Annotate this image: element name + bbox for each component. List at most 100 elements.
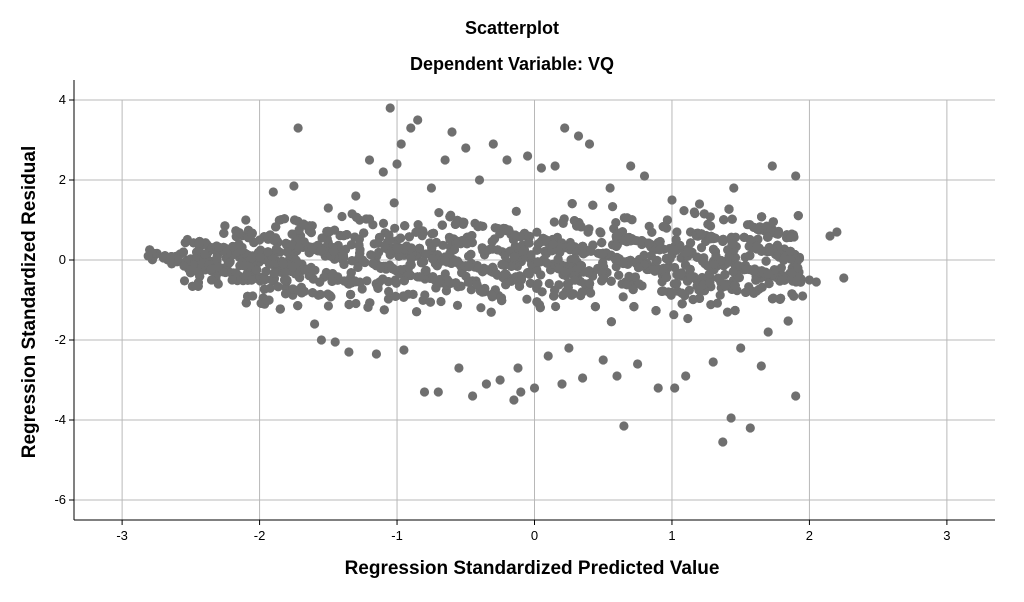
data-point xyxy=(651,306,661,316)
x-tick-label: 3 xyxy=(943,528,950,543)
data-point xyxy=(464,251,474,261)
data-point xyxy=(427,229,437,239)
data-point xyxy=(420,266,430,276)
data-point xyxy=(683,247,694,257)
data-point xyxy=(652,255,662,266)
data-point xyxy=(406,123,416,133)
data-point xyxy=(438,240,448,250)
data-point xyxy=(694,293,705,303)
y-tick-label: 0 xyxy=(59,252,66,267)
data-point xyxy=(516,387,526,397)
x-tick-label: 2 xyxy=(806,528,813,543)
data-point xyxy=(282,247,292,257)
data-point xyxy=(371,349,381,359)
data-point xyxy=(696,243,707,253)
data-point xyxy=(293,301,303,311)
data-point xyxy=(667,195,677,205)
data-point xyxy=(280,267,291,277)
data-points xyxy=(143,103,849,447)
data-point xyxy=(685,264,695,274)
data-point xyxy=(440,256,450,266)
data-point xyxy=(358,255,368,265)
data-point xyxy=(502,155,512,165)
data-point xyxy=(741,287,751,297)
data-point xyxy=(624,232,634,243)
data-point xyxy=(730,305,740,316)
data-point xyxy=(231,268,241,278)
data-point xyxy=(679,206,689,216)
data-point xyxy=(247,229,257,239)
data-point xyxy=(793,211,803,221)
data-point xyxy=(671,235,681,245)
data-point xyxy=(655,237,665,247)
data-point xyxy=(264,259,275,269)
data-point xyxy=(578,249,589,259)
data-point xyxy=(346,268,356,278)
data-point xyxy=(294,243,304,253)
data-point xyxy=(261,266,271,276)
data-point xyxy=(529,383,540,393)
data-point xyxy=(327,276,337,286)
y-axis-label: Regression Standardized Residual xyxy=(19,145,40,459)
data-point xyxy=(344,299,354,310)
data-point xyxy=(487,290,497,300)
y-tick-label: -6 xyxy=(54,492,66,507)
data-point xyxy=(395,233,406,243)
data-point xyxy=(576,261,587,271)
data-point xyxy=(241,215,251,225)
data-point xyxy=(677,288,687,298)
data-point xyxy=(462,239,472,249)
data-point xyxy=(677,299,687,309)
data-point xyxy=(533,257,543,267)
data-point xyxy=(611,241,621,251)
data-point xyxy=(418,226,428,236)
data-point xyxy=(426,183,436,193)
data-point xyxy=(749,266,759,276)
data-point xyxy=(452,300,463,310)
data-point xyxy=(566,241,576,251)
data-point xyxy=(437,220,447,230)
data-point xyxy=(364,214,374,224)
data-point xyxy=(474,175,485,185)
data-point xyxy=(329,246,339,256)
data-point xyxy=(629,302,639,312)
data-point xyxy=(287,229,297,239)
data-point xyxy=(488,139,498,149)
data-point xyxy=(353,262,363,272)
data-point xyxy=(722,307,733,317)
data-point xyxy=(768,217,778,227)
data-point xyxy=(753,224,763,234)
data-point xyxy=(709,259,719,269)
data-point xyxy=(683,313,693,324)
data-point xyxy=(734,273,744,283)
data-point xyxy=(447,127,457,137)
data-point xyxy=(752,241,762,251)
data-point xyxy=(537,287,547,297)
data-point xyxy=(548,239,558,249)
data-point xyxy=(763,327,773,337)
y-tick-label: -2 xyxy=(54,332,66,347)
data-point xyxy=(570,254,580,264)
data-point xyxy=(727,239,737,249)
data-point xyxy=(699,209,709,219)
data-point xyxy=(476,303,486,313)
chart-title: Scatterplot xyxy=(464,18,560,38)
data-point xyxy=(335,230,345,241)
data-point xyxy=(273,282,283,292)
data-point xyxy=(575,220,585,230)
data-point xyxy=(510,230,520,240)
data-point xyxy=(279,214,290,224)
data-point xyxy=(549,291,559,301)
data-point xyxy=(400,221,410,231)
data-point xyxy=(415,272,425,282)
data-point xyxy=(213,262,223,272)
data-point xyxy=(440,155,450,165)
data-point xyxy=(757,282,767,292)
data-point xyxy=(786,232,796,242)
data-point xyxy=(459,217,469,227)
data-point xyxy=(684,285,695,295)
data-point xyxy=(271,222,281,232)
data-point xyxy=(614,270,624,280)
data-point xyxy=(473,263,483,273)
data-point xyxy=(525,278,536,288)
